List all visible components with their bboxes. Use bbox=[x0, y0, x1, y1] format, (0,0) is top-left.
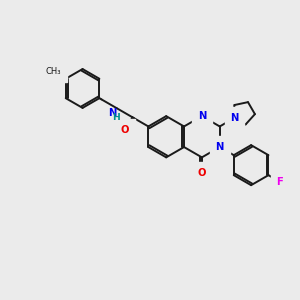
Text: N: N bbox=[230, 113, 239, 123]
Text: O: O bbox=[121, 125, 129, 135]
Text: F: F bbox=[277, 177, 283, 187]
Text: CH₃: CH₃ bbox=[46, 67, 61, 76]
Text: H: H bbox=[112, 113, 120, 122]
Text: N: N bbox=[198, 111, 206, 121]
Text: N: N bbox=[216, 142, 224, 152]
Text: O: O bbox=[198, 168, 206, 178]
Text: N: N bbox=[108, 108, 117, 118]
